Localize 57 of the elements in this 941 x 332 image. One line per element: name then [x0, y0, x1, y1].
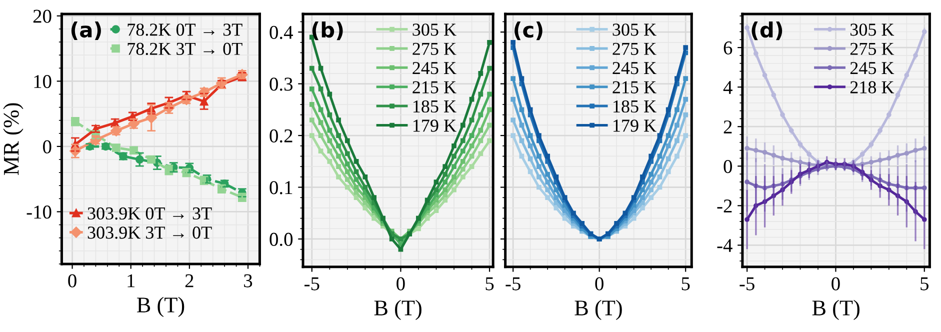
x-tick-label: 0 [68, 274, 76, 288]
legend-label: 275 K [612, 42, 656, 55]
y-axis-title: MR (%) [3, 103, 24, 176]
legend-label: 215 K [412, 81, 456, 94]
legend-label: 275 K [412, 42, 456, 55]
legend-label: 303.9K 0T → 3T [88, 207, 212, 220]
y-tick-label: 0.2 [270, 129, 292, 143]
x-tick-label: 3 [244, 274, 252, 288]
x-tick-label: 5 [486, 277, 494, 290]
x-tick-label: 0 [595, 277, 604, 290]
x-tick-label: 5 [682, 277, 690, 290]
y-tick-label: 0 [724, 160, 732, 174]
x-tick-label: 5 [920, 277, 928, 290]
y-tick-label: 10 [34, 74, 52, 88]
y-tick-label: 0.1 [270, 181, 292, 194]
x-tick-label: -5 [506, 277, 520, 290]
annotation: (d) [752, 22, 782, 40]
legend-label: 215 K [612, 81, 656, 94]
annotation: (a) [71, 21, 101, 40]
legend-label: 179 K [413, 120, 456, 132]
legend-label: 275 K [850, 42, 894, 55]
legend-label: 305 K [850, 24, 894, 36]
x-tick-label: 0 [832, 277, 840, 290]
legend-label: 78.2K 0T → 3T [128, 24, 242, 36]
legend-label: 245 K [850, 62, 894, 74]
x-tick-label: 0 [396, 277, 405, 290]
x-axis-title: B (T) [812, 300, 860, 320]
y-tick-label: -4 [717, 239, 732, 252]
legend-label: 245 K [612, 62, 656, 74]
x-axis-title: B (T) [574, 300, 622, 320]
legend-label: 305 K [412, 24, 456, 36]
y-tick-label: -10 [26, 206, 52, 219]
legend-label: 303.9K 3T → 0T [88, 226, 212, 239]
legend-label: 305 K [612, 24, 656, 36]
legend-label: 185 K [614, 100, 656, 113]
annotation: (c) [514, 22, 542, 40]
y-tick-label: 6 [724, 41, 732, 54]
y-tick-label: 0.3 [270, 78, 293, 91]
x-axis-title: B (T) [374, 300, 422, 320]
x-tick-label: -5 [304, 277, 320, 290]
y-tick-label: 20 [33, 10, 52, 23]
y-tick-label: -2 [717, 200, 732, 212]
y-tick-label: 0 [43, 140, 52, 154]
legend-label: 78.2K 3T → 0T [128, 42, 242, 56]
y-tick-label: 0.0 [270, 232, 293, 246]
y-tick-label: 0.4 [270, 26, 293, 40]
legend-label: 245 K [412, 62, 456, 74]
annotation: (b) [312, 22, 343, 40]
legend-label: 185 K [413, 100, 456, 113]
x-axis-title: B (T) [136, 296, 184, 318]
legend-label: 179 K [614, 120, 656, 132]
x-tick-label: -5 [740, 277, 754, 290]
y-tick-label: 4 [723, 81, 732, 94]
legend-label: 218 K [850, 81, 894, 94]
x-tick-label: 1 [128, 274, 135, 288]
x-tick-label: 2 [185, 274, 194, 288]
y-tick-label: 2 [724, 120, 732, 134]
